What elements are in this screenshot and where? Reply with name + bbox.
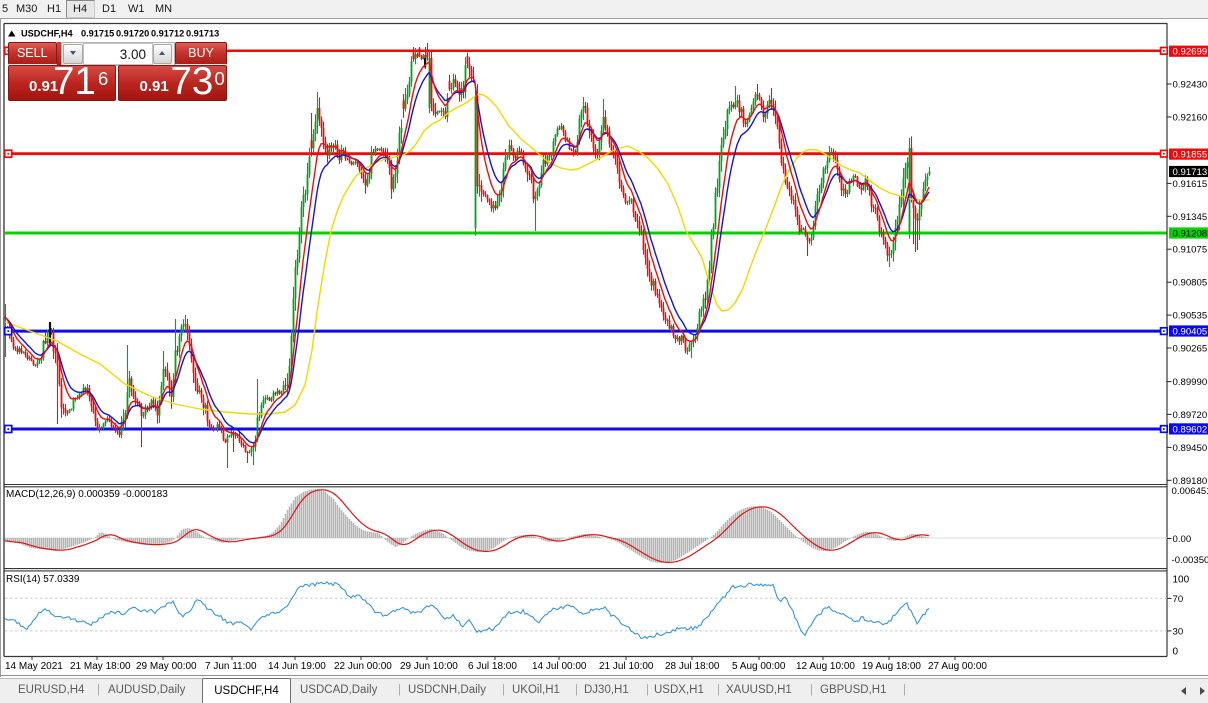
svg-text:0.91208: 0.91208 <box>1173 229 1208 240</box>
svg-text:0.91712: 0.91712 <box>151 29 184 39</box>
svg-text:0.91713: 0.91713 <box>1173 167 1208 178</box>
svg-text:0.006451: 0.006451 <box>1172 486 1208 497</box>
svg-text:19 Aug 18:00: 19 Aug 18:00 <box>862 661 921 672</box>
svg-text:USDCHF,H4: USDCHF,H4 <box>21 29 73 39</box>
svg-text:0.92160: 0.92160 <box>1173 113 1208 124</box>
svg-text:-0.00350: -0.00350 <box>1172 555 1208 566</box>
svg-text:0.91615: 0.91615 <box>1173 179 1208 190</box>
svg-text:7 Jun 11:00: 7 Jun 11:00 <box>205 661 257 672</box>
svg-text:100: 100 <box>1173 574 1190 585</box>
svg-text:21 Jul 10:00: 21 Jul 10:00 <box>599 661 654 672</box>
svg-text:0.90405: 0.90405 <box>1173 327 1208 338</box>
svg-text:21 May 18:00: 21 May 18:00 <box>70 661 131 672</box>
svg-text:0.90805: 0.90805 <box>1173 278 1208 289</box>
svg-text:0.89720: 0.89720 <box>1173 410 1208 421</box>
svg-text:RSI(14) 57.0339: RSI(14) 57.0339 <box>6 574 80 585</box>
svg-text:0.91345: 0.91345 <box>1173 212 1208 223</box>
svg-text:0.92699: 0.92699 <box>1173 47 1208 58</box>
svg-text:0.91715: 0.91715 <box>81 29 114 39</box>
svg-text:14 Jul 00:00: 14 Jul 00:00 <box>532 661 587 672</box>
svg-text:29 Jun 10:00: 29 Jun 10:00 <box>400 661 458 672</box>
svg-text:0.92430: 0.92430 <box>1173 80 1208 91</box>
svg-text:0.90265: 0.90265 <box>1173 344 1208 355</box>
svg-text:0.91855: 0.91855 <box>1173 150 1208 161</box>
svg-text:12 Aug 10:00: 12 Aug 10:00 <box>796 661 855 672</box>
svg-text:0.89180: 0.89180 <box>1173 476 1208 487</box>
svg-text:28 Jul 18:00: 28 Jul 18:00 <box>665 661 720 672</box>
svg-text:0.00: 0.00 <box>1173 534 1192 545</box>
svg-text:0.91713: 0.91713 <box>186 29 219 39</box>
svg-text:14 May 2021: 14 May 2021 <box>5 661 63 672</box>
svg-text:0.90535: 0.90535 <box>1173 311 1208 322</box>
svg-text:70: 70 <box>1173 594 1184 605</box>
svg-text:5 Aug 00:00: 5 Aug 00:00 <box>732 661 786 672</box>
svg-text:MACD(12,26,9) 0.000359 -0.0001: MACD(12,26,9) 0.000359 -0.000183 <box>6 489 168 500</box>
svg-text:14 Jun 19:00: 14 Jun 19:00 <box>268 661 326 672</box>
svg-text:0.89602: 0.89602 <box>1173 424 1208 435</box>
svg-text:0.89450: 0.89450 <box>1173 443 1208 454</box>
svg-text:0.91075: 0.91075 <box>1173 245 1208 256</box>
svg-text:22 Jun 00:00: 22 Jun 00:00 <box>334 661 392 672</box>
svg-text:29 May 00:00: 29 May 00:00 <box>136 661 197 672</box>
svg-text:0.89990: 0.89990 <box>1173 377 1208 388</box>
svg-text:27 Aug 00:00: 27 Aug 00:00 <box>928 661 987 672</box>
svg-text:6 Jul 18:00: 6 Jul 18:00 <box>468 661 517 672</box>
svg-text:0: 0 <box>1173 646 1179 657</box>
svg-text:30: 30 <box>1173 626 1184 637</box>
svg-text:0.91720: 0.91720 <box>116 29 149 39</box>
